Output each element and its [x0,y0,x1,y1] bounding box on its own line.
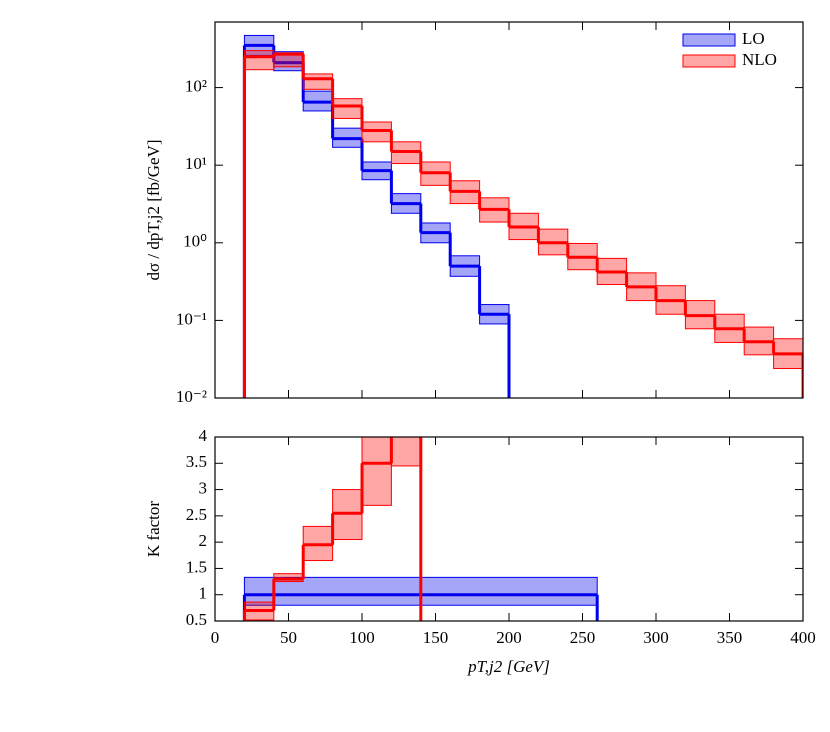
y-tick-label: 0.5 [186,610,207,629]
plot-area [242,34,803,398]
y-axis-label: K factor [144,501,163,558]
legend-label: NLO [742,50,777,69]
plot-frame [214,436,804,622]
x-axis-label: pT,j2 [GeV] [467,657,550,676]
y-tick-label: 4 [199,426,208,445]
x-tick-label: 400 [790,628,816,647]
uncertainty-band [243,50,275,71]
uncertainty-band [390,437,422,467]
x-tick-label: 150 [423,628,449,647]
y-axis-label: dσ / dpT,j2 [fb/GeV] [144,139,163,280]
legend-label: LO [742,29,765,48]
plot-area [242,437,599,621]
y-tick-label: 1.5 [186,557,207,576]
uncertainty-band [361,437,392,506]
y-tick-label: 10⁰ [183,232,207,251]
y-tick-label: 10¹ [185,154,207,173]
x-tick-label: 250 [570,628,596,647]
x-tick-label: 200 [496,628,522,647]
uncertainty-band [332,98,363,119]
x-tick-label: 100 [349,628,375,647]
y-tick-label: 10⁻¹ [176,309,207,328]
legend-swatch [682,33,736,47]
legend-swatch [682,54,736,68]
y-tick-label: 1 [199,584,208,603]
x-tick-label: 0 [211,628,220,647]
y-tick-label: 2 [199,531,208,550]
plot-frame [214,21,804,399]
y-tick-label: 2.5 [186,505,207,524]
y-tick-label: 3 [199,478,208,497]
x-tick-label: 50 [280,628,297,647]
x-tick-label: 350 [717,628,743,647]
y-tick-label: 10² [185,76,207,95]
x-tick-label: 300 [643,628,669,647]
uncertainty-band [302,73,334,90]
y-tick-label: 3.5 [186,452,207,471]
y-tick-label: 10⁻² [176,387,207,406]
